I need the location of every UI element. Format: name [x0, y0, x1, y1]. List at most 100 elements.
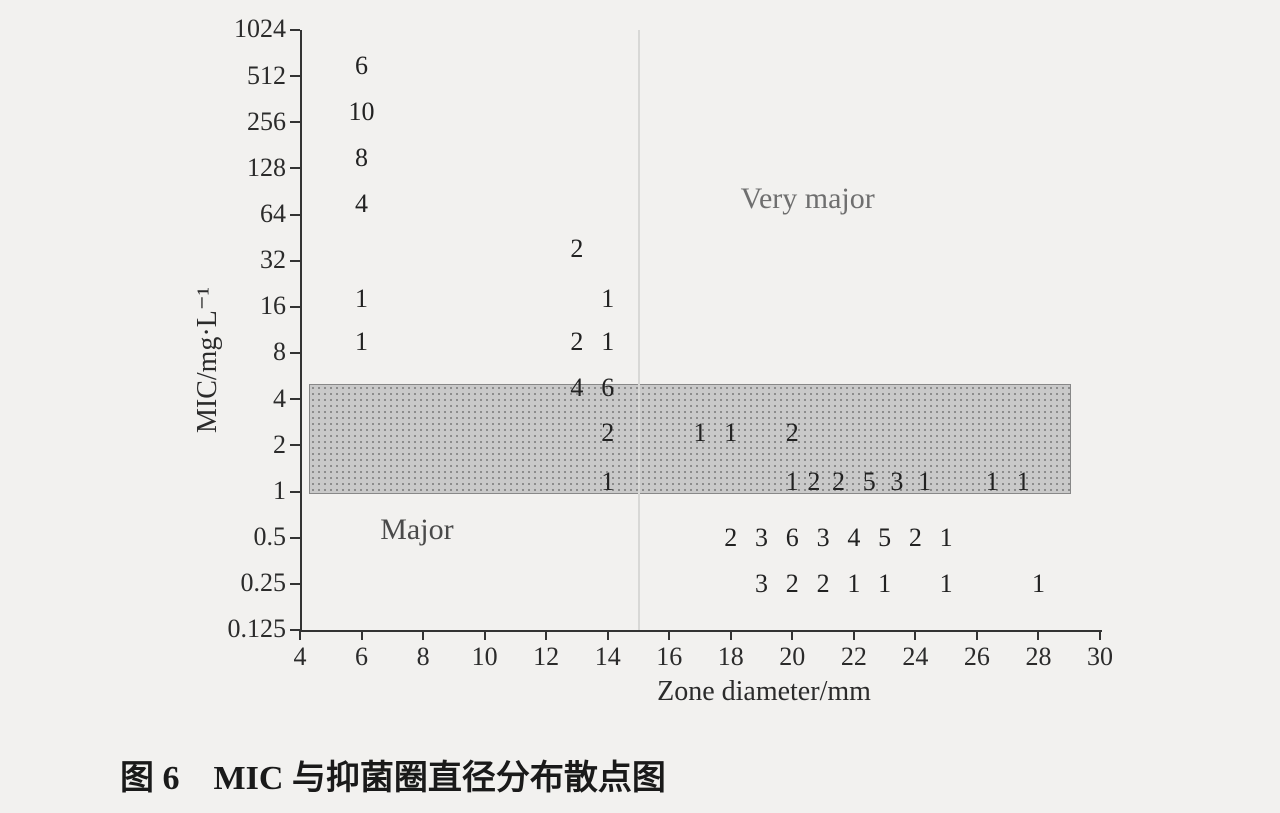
scatter-count: 1: [986, 467, 999, 497]
ytick-label: 64: [260, 199, 286, 229]
scatter-count: 5: [878, 523, 891, 553]
scatter-count: 2: [570, 327, 583, 357]
scatter-count: 1: [940, 569, 953, 599]
xtick: [791, 630, 793, 640]
xtick: [1037, 630, 1039, 640]
ytick-label: 0.5: [254, 522, 287, 552]
xtick-label: 6: [355, 642, 368, 672]
scatter-count: 2: [832, 467, 845, 497]
ytick: [290, 260, 300, 262]
ytick: [290, 352, 300, 354]
scatter-count: 2: [807, 467, 820, 497]
scatter-count: 1: [918, 467, 931, 497]
ytick: [290, 75, 300, 77]
scatter-count: 1: [601, 284, 614, 314]
ytick: [290, 29, 300, 31]
x-axis-label: Zone diameter/mm: [657, 676, 871, 708]
ytick-label: 2: [273, 430, 286, 460]
xtick: [976, 630, 978, 640]
xtick: [299, 630, 301, 640]
xtick: [668, 630, 670, 640]
xtick-label: 28: [1025, 642, 1051, 672]
scatter-count: 1: [694, 418, 707, 448]
xtick: [853, 630, 855, 640]
caption-prefix: 图 6: [120, 760, 180, 797]
xtick: [914, 630, 916, 640]
scatter-count: 1: [601, 467, 614, 497]
xtick: [1099, 630, 1101, 640]
intermediate-band: [309, 384, 1071, 493]
scatter-count: 3: [755, 523, 768, 553]
scatter-count: 1: [847, 569, 860, 599]
scatter-count: 2: [786, 418, 799, 448]
scatter-count: 1: [355, 284, 368, 314]
xtick-label: 10: [472, 642, 498, 672]
xtick-label: 4: [294, 642, 307, 672]
scatter-count: 4: [847, 523, 860, 553]
ytick-label: 1024: [234, 14, 286, 44]
xtick: [422, 630, 424, 640]
scatter-count: 2: [601, 418, 614, 448]
scatter-count: 4: [570, 373, 583, 403]
ytick-label: 32: [260, 245, 286, 275]
ytick-label: 1: [273, 476, 286, 506]
scatter-count: 6: [786, 523, 799, 553]
region-label: Very major: [741, 182, 875, 216]
scatter-count: 1: [1032, 569, 1045, 599]
scatter-count: 1: [878, 569, 891, 599]
scatter-count: 5: [863, 467, 876, 497]
scatter-count: 3: [817, 523, 830, 553]
xtick: [484, 630, 486, 640]
ytick: [290, 121, 300, 123]
xtick-label: 12: [533, 642, 559, 672]
ytick-label: 16: [260, 291, 286, 321]
scatter-count: 8: [355, 143, 368, 173]
mic-scatter-figure: 图 6 MIC 与抑菌圈直径分布散点图 0.1250.250.512481632…: [0, 0, 1280, 813]
ytick: [290, 491, 300, 493]
scatter-count: 2: [817, 569, 830, 599]
ytick: [290, 167, 300, 169]
caption-text: MIC 与抑菌圈直径分布散点图: [214, 760, 666, 797]
scatter-count: 2: [724, 523, 737, 553]
ytick-label: 4: [273, 384, 286, 414]
figure-caption: 图 6 MIC 与抑菌圈直径分布散点图: [120, 750, 666, 799]
scatter-count: 1: [1017, 467, 1030, 497]
ytick: [290, 306, 300, 308]
xtick-label: 8: [417, 642, 430, 672]
scatter-count: 2: [909, 523, 922, 553]
ytick-label: 0.25: [241, 568, 287, 598]
xtick-label: 18: [718, 642, 744, 672]
scatter-count: 2: [786, 569, 799, 599]
scatter-count: 1: [940, 523, 953, 553]
scatter-count: 10: [349, 97, 375, 127]
ytick-label: 256: [247, 107, 286, 137]
ytick: [290, 444, 300, 446]
ytick: [290, 537, 300, 539]
ytick-label: 512: [247, 61, 286, 91]
ytick-label: 8: [273, 337, 286, 367]
ytick-label: 0.125: [228, 614, 287, 644]
scatter-count: 4: [355, 189, 368, 219]
xtick-label: 16: [656, 642, 682, 672]
xtick-label: 22: [841, 642, 867, 672]
scatter-count: 1: [724, 418, 737, 448]
scatter-count: 3: [755, 569, 768, 599]
xtick-label: 24: [902, 642, 928, 672]
xtick-label: 14: [595, 642, 621, 672]
scatter-count: 2: [570, 234, 583, 264]
xtick-label: 20: [779, 642, 805, 672]
xtick: [545, 630, 547, 640]
xtick: [361, 630, 363, 640]
region-label: Major: [380, 513, 453, 547]
scatter-count: 3: [890, 467, 903, 497]
xtick-label: 26: [964, 642, 990, 672]
scatter-count: 1: [786, 467, 799, 497]
scatter-count: 6: [355, 51, 368, 81]
xtick: [730, 630, 732, 640]
y-axis-label: MIC/mg·L⁻¹: [190, 287, 224, 433]
scatter-count: 1: [355, 327, 368, 357]
ytick: [290, 398, 300, 400]
xtick: [607, 630, 609, 640]
ytick: [290, 583, 300, 585]
ytick: [290, 214, 300, 216]
